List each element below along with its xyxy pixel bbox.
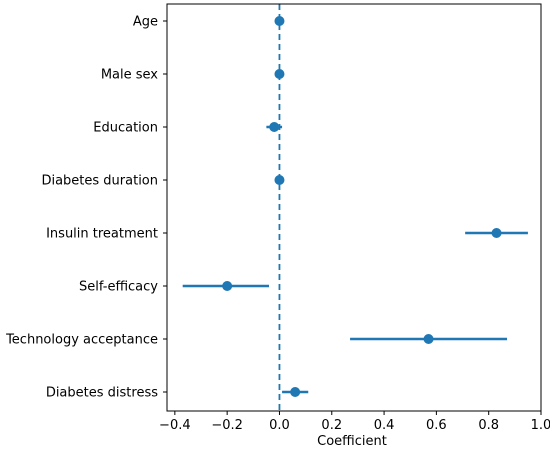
point-estimate — [269, 122, 280, 132]
point-estimate — [274, 175, 285, 185]
point-estimate — [423, 334, 434, 344]
x-tick-label: 0.4 — [374, 418, 395, 433]
category-label: Male sex — [101, 68, 158, 83]
axes-layer — [163, 3, 542, 415]
point-estimate — [491, 228, 502, 238]
labels-layer: −0.4 −0.2 0.0 0.2 0.4 0.6 0.8 1.0 Age Male sex Edu… — [5, 15, 550, 434]
point-estimate — [274, 16, 285, 26]
x-tick-label: 1.0 — [531, 418, 550, 433]
point-estimate — [274, 69, 285, 79]
category-label: Technology acceptance — [5, 333, 158, 348]
category-label: Self-efficacy — [79, 280, 158, 295]
point-estimate-layer — [222, 16, 502, 397]
plot-frame — [166, 3, 542, 412]
point-estimate — [222, 281, 233, 291]
x-tick-label: 0.8 — [478, 418, 499, 433]
category-label: Age — [133, 15, 158, 30]
x-tick-label: 0.6 — [426, 418, 447, 433]
point-estimate — [290, 387, 301, 397]
category-label: Insulin treatment — [46, 227, 158, 242]
x-tick-label: −0.4 — [159, 418, 191, 433]
x-tick-label: 0.0 — [269, 418, 290, 433]
category-label: Education — [93, 121, 158, 136]
x-tick-label: −0.2 — [211, 418, 243, 433]
category-label: Diabetes duration — [41, 174, 158, 189]
x-axis-title: Coefficient — [317, 434, 387, 449]
x-tick-label: 0.2 — [321, 418, 342, 433]
category-label: Diabetes distress — [46, 386, 158, 401]
